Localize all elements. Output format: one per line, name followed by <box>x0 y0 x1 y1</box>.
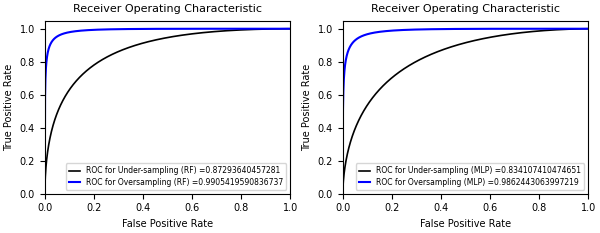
Line: ROC for Oversampling (MLP) =0.9862443063997219: ROC for Oversampling (MLP) =0.9862443063… <box>343 29 588 194</box>
ROC for Oversampling (RF) =0.9905419590836737 <box>202 27 209 30</box>
Y-axis label: True Positive Rate: True Positive Rate <box>302 63 312 151</box>
ROC for Under-sampling (MLP) =0.834107410474651 <box>465 41 472 43</box>
ROC for Oversampling (MLP) =0.9862443063997219 <box>535 27 542 30</box>
ROC for Under-sampling (RF) =0.87293640457281 <box>122 47 130 50</box>
Legend: ROC for Under-sampling (RF) =0.87293640457281, ROC for Oversampling (RF) =0.9905: ROC for Under-sampling (RF) =0.872936404… <box>65 163 286 190</box>
ROC for Under-sampling (RF) =0.87293640457281 <box>287 27 294 30</box>
X-axis label: False Positive Rate: False Positive Rate <box>122 219 213 229</box>
ROC for Oversampling (MLP) =0.9862443063997219 <box>584 27 592 30</box>
ROC for Oversampling (RF) =0.9905419590836737 <box>41 192 49 195</box>
ROC for Oversampling (RF) =0.9905419590836737 <box>287 27 294 30</box>
ROC for Under-sampling (MLP) =0.834107410474651 <box>584 27 592 30</box>
ROC for Oversampling (MLP) =0.9862443063997219 <box>421 28 428 31</box>
Y-axis label: True Positive Rate: True Positive Rate <box>4 63 14 151</box>
ROC for Under-sampling (MLP) =0.834107410474651 <box>500 34 508 36</box>
Line: ROC for Under-sampling (MLP) =0.834107410474651: ROC for Under-sampling (MLP) =0.83410741… <box>343 29 588 194</box>
ROC for Oversampling (RF) =0.9905419590836737 <box>41 180 49 182</box>
ROC for Under-sampling (RF) =0.87293640457281 <box>167 36 174 38</box>
ROC for Oversampling (MLP) =0.9862443063997219 <box>465 27 472 30</box>
Title: Receiver Operating Characteristic: Receiver Operating Characteristic <box>73 4 262 14</box>
ROC for Under-sampling (MLP) =0.834107410474651 <box>522 31 529 34</box>
Line: ROC for Oversampling (RF) =0.9905419590836737: ROC for Oversampling (RF) =0.99054195908… <box>45 29 290 194</box>
ROC for Oversampling (RF) =0.9905419590836737 <box>224 27 231 30</box>
Legend: ROC for Under-sampling (MLP) =0.834107410474651, ROC for Oversampling (MLP) =0.9: ROC for Under-sampling (MLP) =0.83410741… <box>356 163 584 190</box>
ROC for Under-sampling (RF) =0.87293640457281 <box>41 192 49 195</box>
ROC for Under-sampling (MLP) =0.834107410474651 <box>339 192 346 195</box>
ROC for Oversampling (RF) =0.9905419590836737 <box>122 28 130 31</box>
X-axis label: False Positive Rate: False Positive Rate <box>420 219 511 229</box>
ROC for Oversampling (MLP) =0.9862443063997219 <box>522 27 529 30</box>
ROC for Under-sampling (RF) =0.87293640457281 <box>41 192 49 195</box>
ROC for Oversampling (MLP) =0.9862443063997219 <box>500 27 508 30</box>
ROC for Oversampling (RF) =0.9905419590836737 <box>237 27 244 30</box>
ROC for Oversampling (MLP) =0.9862443063997219 <box>339 184 346 187</box>
ROC for Oversampling (RF) =0.9905419590836737 <box>167 27 174 30</box>
ROC for Under-sampling (RF) =0.87293640457281 <box>237 29 244 31</box>
Title: Receiver Operating Characteristic: Receiver Operating Characteristic <box>371 4 560 14</box>
ROC for Under-sampling (MLP) =0.834107410474651 <box>535 30 542 32</box>
ROC for Under-sampling (MLP) =0.834107410474651 <box>339 192 346 195</box>
ROC for Oversampling (MLP) =0.9862443063997219 <box>339 192 346 195</box>
ROC for Under-sampling (MLP) =0.834107410474651 <box>421 56 428 59</box>
ROC for Under-sampling (RF) =0.87293640457281 <box>202 31 209 34</box>
ROC for Under-sampling (RF) =0.87293640457281 <box>224 29 231 32</box>
Line: ROC for Under-sampling (RF) =0.87293640457281: ROC for Under-sampling (RF) =0.872936404… <box>45 29 290 194</box>
